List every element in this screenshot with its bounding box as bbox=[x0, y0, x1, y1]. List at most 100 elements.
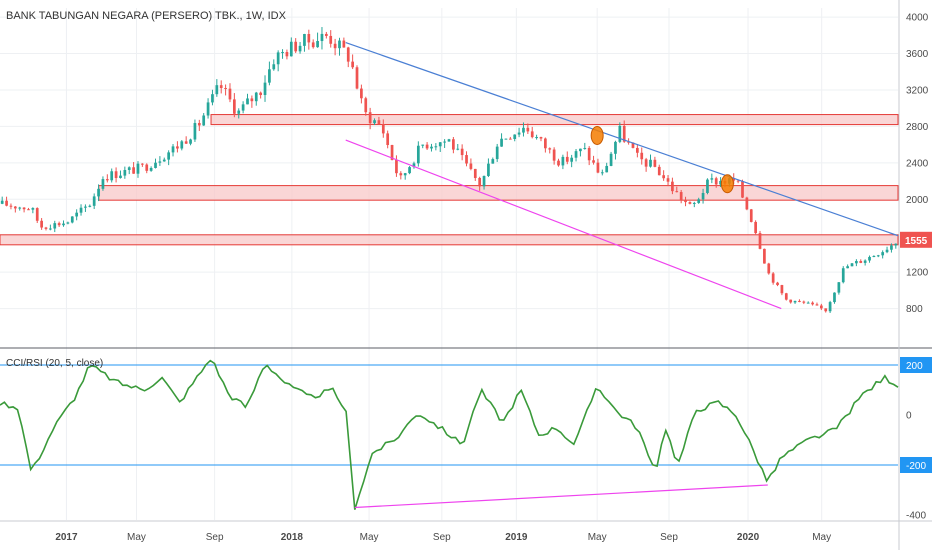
candle-body bbox=[40, 220, 43, 228]
candle-body bbox=[224, 88, 227, 90]
candle-113 bbox=[495, 143, 499, 162]
candle-body bbox=[763, 248, 766, 264]
candle-17 bbox=[75, 209, 79, 221]
candle-173 bbox=[758, 230, 762, 250]
zone-2 bbox=[0, 234, 899, 246]
candle-115 bbox=[504, 138, 508, 140]
candle-body bbox=[219, 85, 223, 89]
candle-body bbox=[443, 141, 446, 143]
candle-body bbox=[5, 200, 8, 206]
candle-107 bbox=[469, 158, 473, 171]
candle-127 bbox=[557, 158, 560, 167]
candle-140 bbox=[614, 140, 617, 160]
candle-28 bbox=[123, 166, 127, 179]
candle-169 bbox=[741, 179, 744, 199]
candle-body bbox=[609, 153, 613, 166]
candle-39 bbox=[171, 144, 175, 157]
candle-body bbox=[355, 67, 359, 89]
candle-body bbox=[403, 173, 407, 176]
osc-tick--200: -200 bbox=[906, 461, 926, 472]
candle-86 bbox=[377, 116, 381, 125]
candle-body bbox=[657, 166, 661, 176]
candle-body bbox=[833, 292, 836, 303]
candle-body bbox=[246, 98, 249, 105]
candle-96 bbox=[421, 144, 425, 149]
candle-2 bbox=[9, 203, 13, 210]
candle-body bbox=[662, 175, 666, 179]
candle-46 bbox=[202, 113, 206, 126]
candle-5 bbox=[22, 207, 26, 213]
candle-19 bbox=[84, 204, 87, 212]
candle-41 bbox=[180, 140, 184, 151]
candle-body bbox=[425, 144, 429, 149]
price-tick-800: 800 bbox=[906, 304, 923, 315]
candle-3 bbox=[13, 206, 17, 213]
candle-body bbox=[259, 92, 262, 96]
candle-body bbox=[859, 261, 863, 263]
candle-198 bbox=[868, 255, 871, 263]
candle-body bbox=[780, 285, 784, 294]
candle-body bbox=[526, 127, 530, 132]
candle-body bbox=[44, 227, 48, 229]
candle-37 bbox=[162, 157, 166, 162]
candle-body bbox=[587, 147, 591, 161]
candle-body bbox=[31, 208, 35, 210]
candle-20 bbox=[88, 204, 92, 208]
candle-117 bbox=[513, 134, 517, 142]
candle-43 bbox=[189, 138, 192, 146]
candle-body bbox=[701, 192, 705, 200]
candle-body bbox=[27, 209, 30, 211]
candle-22 bbox=[97, 184, 100, 202]
candle-145 bbox=[636, 144, 639, 158]
candle-38 bbox=[167, 150, 171, 166]
candle-149 bbox=[653, 156, 657, 168]
candle-body bbox=[706, 179, 709, 193]
trendlines[interactable] bbox=[345, 42, 899, 310]
osc-tick-0: 0 bbox=[906, 411, 912, 422]
markers bbox=[590, 126, 734, 194]
candle-162 bbox=[710, 173, 714, 184]
candle-body bbox=[276, 52, 280, 65]
candle-body bbox=[416, 145, 420, 164]
marker-0 bbox=[590, 126, 604, 146]
candle-body bbox=[460, 148, 464, 156]
price-tick-4000: 4000 bbox=[906, 13, 929, 24]
price-support-trendline[interactable] bbox=[345, 139, 782, 310]
candle-body bbox=[754, 221, 757, 234]
candle-1 bbox=[5, 196, 8, 207]
candle-body bbox=[79, 207, 83, 213]
candle-138 bbox=[605, 162, 609, 173]
candle-147 bbox=[644, 157, 648, 172]
candle-body bbox=[741, 181, 744, 198]
osc-tick--400: -400 bbox=[906, 511, 926, 522]
candle-174 bbox=[763, 248, 766, 264]
candle-50 bbox=[219, 80, 223, 94]
time-tick-1: May bbox=[127, 532, 146, 543]
candle-body bbox=[815, 304, 819, 306]
candle-body bbox=[408, 167, 411, 174]
candle-body bbox=[189, 139, 192, 144]
candle-body bbox=[92, 196, 96, 206]
candle-92 bbox=[403, 172, 407, 180]
candle-body bbox=[184, 141, 188, 144]
price-tick-2800: 2800 bbox=[906, 122, 929, 133]
candle-body bbox=[281, 52, 284, 54]
candle-192 bbox=[841, 266, 845, 284]
candle-100 bbox=[438, 141, 442, 152]
candle-168 bbox=[736, 180, 740, 184]
indicator-title: CCI/RSI (20, 5, close) bbox=[6, 358, 103, 369]
candle-body bbox=[215, 85, 219, 95]
resistance-trendline[interactable] bbox=[345, 42, 899, 237]
candle-10 bbox=[44, 226, 48, 231]
candle-197 bbox=[863, 259, 867, 266]
candle-97 bbox=[425, 142, 429, 150]
candle-163 bbox=[714, 176, 718, 188]
candle-body bbox=[307, 33, 311, 43]
candle-body bbox=[579, 148, 582, 152]
zone-0 bbox=[210, 114, 899, 126]
candle-48 bbox=[211, 89, 214, 106]
candle-93 bbox=[408, 166, 411, 175]
candle-body bbox=[495, 146, 499, 160]
